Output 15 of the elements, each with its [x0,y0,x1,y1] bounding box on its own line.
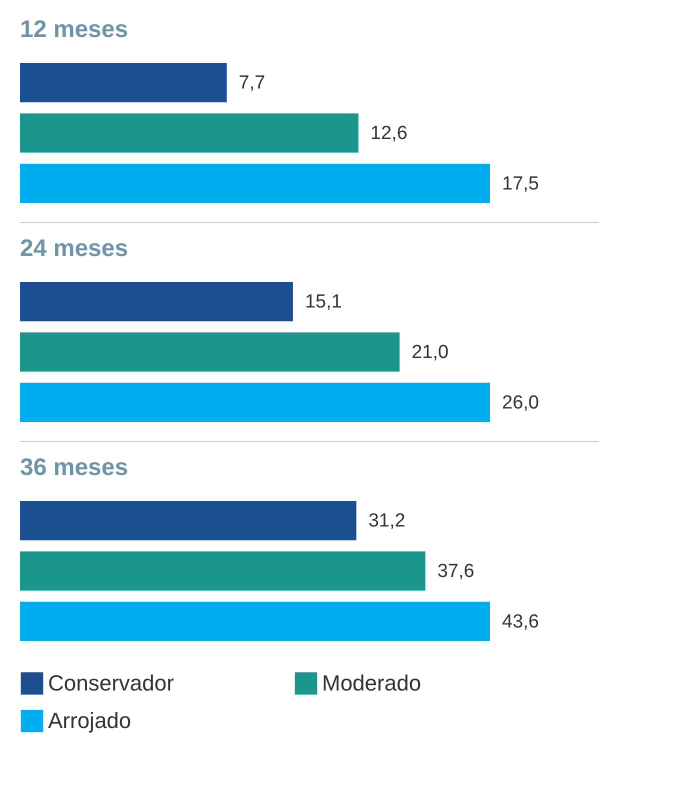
data-label: 26,0 [502,392,539,414]
legend-label: Conservador [48,670,174,696]
data-label: 12,6 [370,123,408,144]
legend-label: Moderado [322,670,422,696]
data-label: 43,6 [502,611,539,632]
chart-title: 36 meses [20,454,128,481]
data-label: 17,5 [502,173,539,194]
chart-title: 12 meses [20,16,128,43]
chart-title: 24 meses [20,235,128,262]
legend-label: Arrojado [48,708,132,733]
data-label: 15,1 [304,292,342,313]
data-label: 31,2 [368,510,406,532]
data-label: 7,7 [238,72,266,94]
data-label: 37,6 [437,561,474,582]
data-label: 21,0 [412,342,449,363]
